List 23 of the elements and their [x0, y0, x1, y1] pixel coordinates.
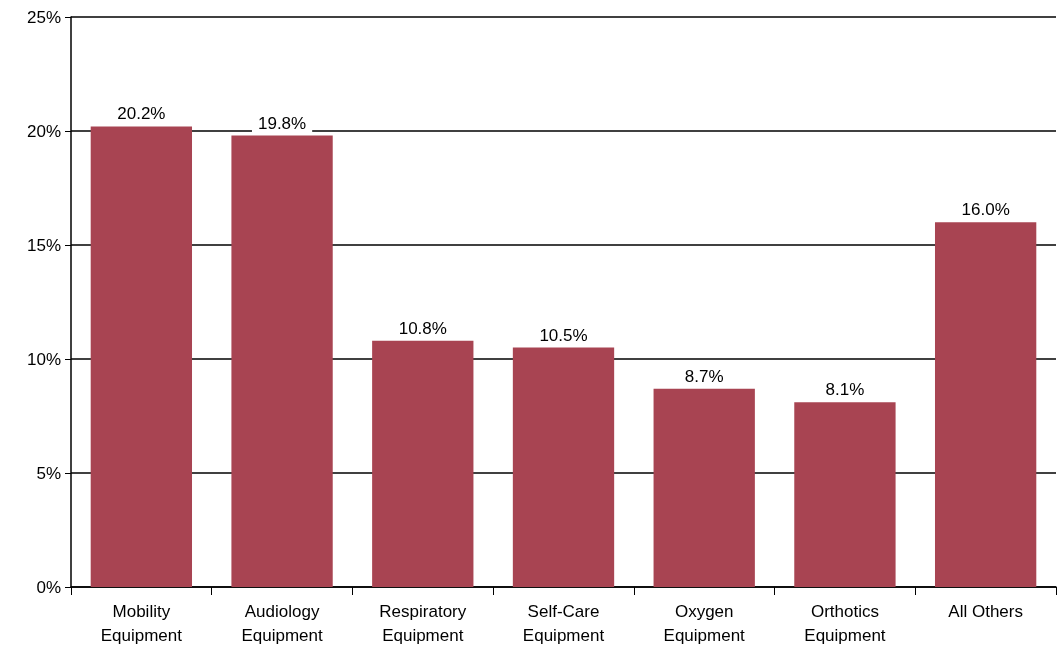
x-tick-label: Audiology Equipment — [241, 601, 323, 645]
data-label: 19.8% — [257, 113, 307, 133]
data-label: 16.0% — [961, 200, 1010, 220]
data-label: 8.7% — [684, 366, 724, 386]
x-tick-label: All Others — [948, 601, 1023, 621]
bar — [231, 135, 333, 587]
y-tick-label: 10% — [26, 349, 61, 369]
bar — [653, 388, 755, 587]
bar — [794, 402, 896, 587]
x-tick-label: Respiratory Equipment — [379, 601, 467, 645]
y-tick-label: 5% — [36, 463, 61, 483]
y-tick-label: 20% — [26, 121, 61, 141]
x-tick-label: Orthotics Equipment — [804, 601, 886, 645]
x-tick-label: Self-Care Equipment — [522, 601, 605, 645]
y-tick-label: 0% — [36, 577, 61, 597]
data-label: 10.8% — [398, 318, 447, 338]
y-tick-label: 25% — [26, 7, 61, 27]
x-tick-label: Oxygen Equipment — [663, 601, 746, 645]
y-tick-label: 15% — [26, 235, 61, 255]
data-label: 8.1% — [825, 380, 865, 400]
data-label: 20.2% — [117, 104, 166, 124]
data-label: 10.5% — [539, 325, 588, 345]
x-tick-label: Mobility Equipment — [100, 601, 183, 645]
